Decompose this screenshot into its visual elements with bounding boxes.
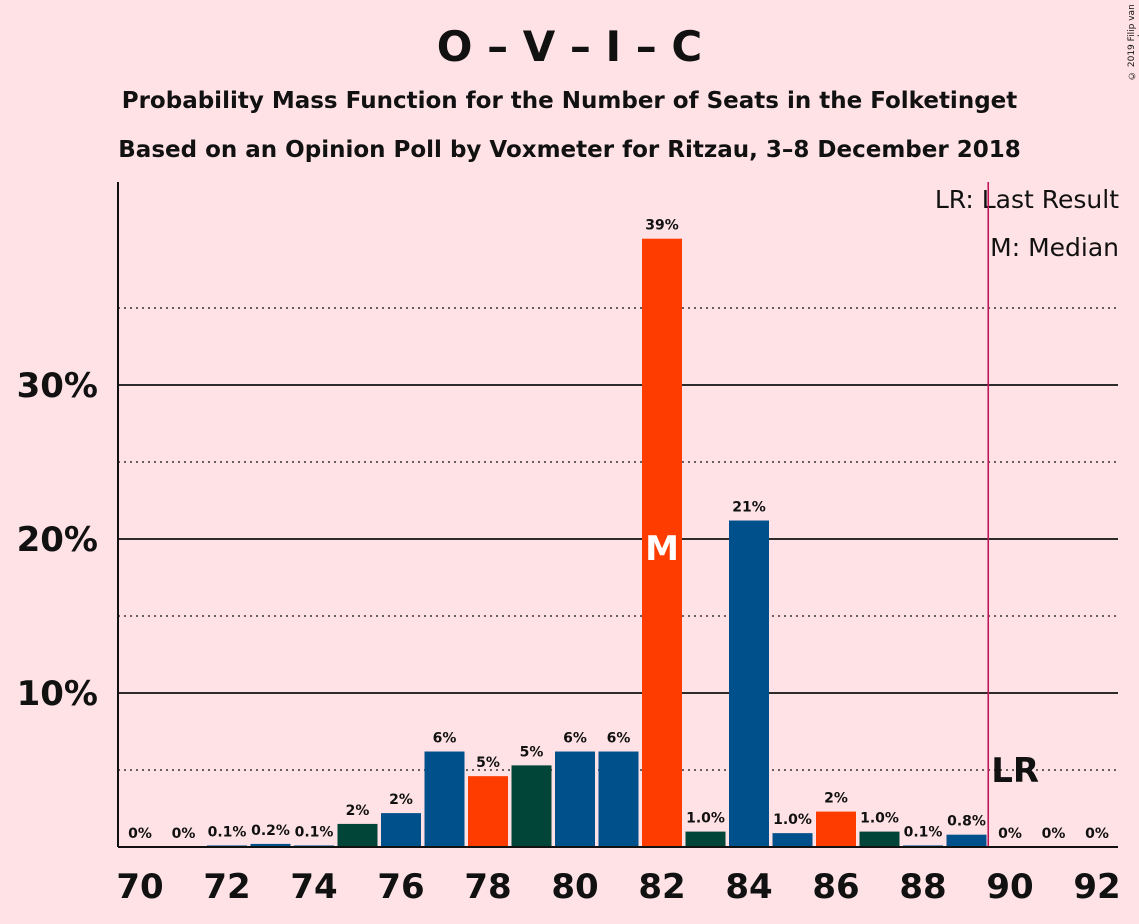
bar-value-label: 6% — [607, 731, 631, 747]
last-result-marker: LR — [991, 751, 1039, 791]
legend-median: M: Median — [990, 233, 1119, 262]
x-tick-label: 86 — [812, 867, 859, 907]
bar — [511, 765, 552, 847]
bar-value-label: 0% — [1042, 826, 1066, 842]
x-tick-label: 92 — [1073, 867, 1120, 907]
y-tick-label: 10% — [17, 674, 98, 714]
bar — [468, 776, 508, 847]
bar — [859, 831, 900, 847]
bar-value-label: 1.0% — [686, 811, 725, 827]
bar — [424, 751, 465, 847]
bar-value-label: 0.1% — [904, 824, 943, 840]
median-marker: M — [645, 529, 679, 569]
chart-subtitle-2: Based on an Opinion Poll by Voxmeter for… — [118, 137, 1021, 163]
x-tick-label: 80 — [551, 867, 598, 907]
bar — [555, 751, 595, 847]
bar-value-label: 6% — [433, 731, 457, 747]
bar-value-label: 0.1% — [208, 824, 247, 840]
bar-value-label: 5% — [476, 755, 500, 771]
bar — [816, 811, 856, 847]
x-tick-label: 82 — [638, 867, 685, 907]
x-tick-label: 78 — [464, 867, 511, 907]
bar — [337, 823, 378, 847]
bar-value-label: 1.0% — [860, 811, 899, 827]
bar-value-label: 0% — [1085, 826, 1109, 842]
bar — [946, 834, 987, 847]
x-tick-label: 72 — [203, 867, 250, 907]
bar-value-label: 0% — [998, 826, 1022, 842]
x-tick-label: 88 — [899, 867, 946, 907]
bar — [250, 843, 291, 847]
x-tick-label: 90 — [986, 867, 1033, 907]
x-tick-label: 70 — [116, 867, 163, 907]
chart-title: O – V – I – C — [436, 22, 703, 71]
x-tick-label: 74 — [290, 867, 337, 907]
x-tick-label: 76 — [377, 867, 424, 907]
bar — [642, 238, 682, 847]
bar-value-label: 0.1% — [295, 824, 334, 840]
bar-value-label: 0% — [172, 826, 196, 842]
bar-value-label: 5% — [520, 744, 544, 760]
bar — [729, 520, 769, 847]
bar-value-label: 39% — [645, 218, 679, 234]
bar-value-label: 0.2% — [251, 823, 290, 839]
bar-value-label: 0% — [128, 826, 152, 842]
bar — [772, 833, 813, 847]
chart-subtitle-1: Probability Mass Function for the Number… — [121, 88, 1018, 114]
bar-value-label: 2% — [824, 791, 848, 807]
bar — [685, 831, 726, 847]
y-tick-label: 20% — [17, 520, 98, 560]
bar-value-label: 6% — [563, 731, 587, 747]
bar — [598, 751, 639, 847]
bar-value-label: 0.8% — [947, 814, 986, 830]
legend-last-result: LR: Last Result — [934, 185, 1119, 214]
x-tick-label: 84 — [725, 867, 772, 907]
bar-value-label: 21% — [732, 500, 766, 516]
bar-value-label: 2% — [389, 792, 413, 808]
y-tick-label: 30% — [17, 366, 98, 406]
bar — [381, 813, 421, 847]
bar-value-label: 1.0% — [773, 812, 812, 828]
bar-value-label: 2% — [346, 803, 370, 819]
